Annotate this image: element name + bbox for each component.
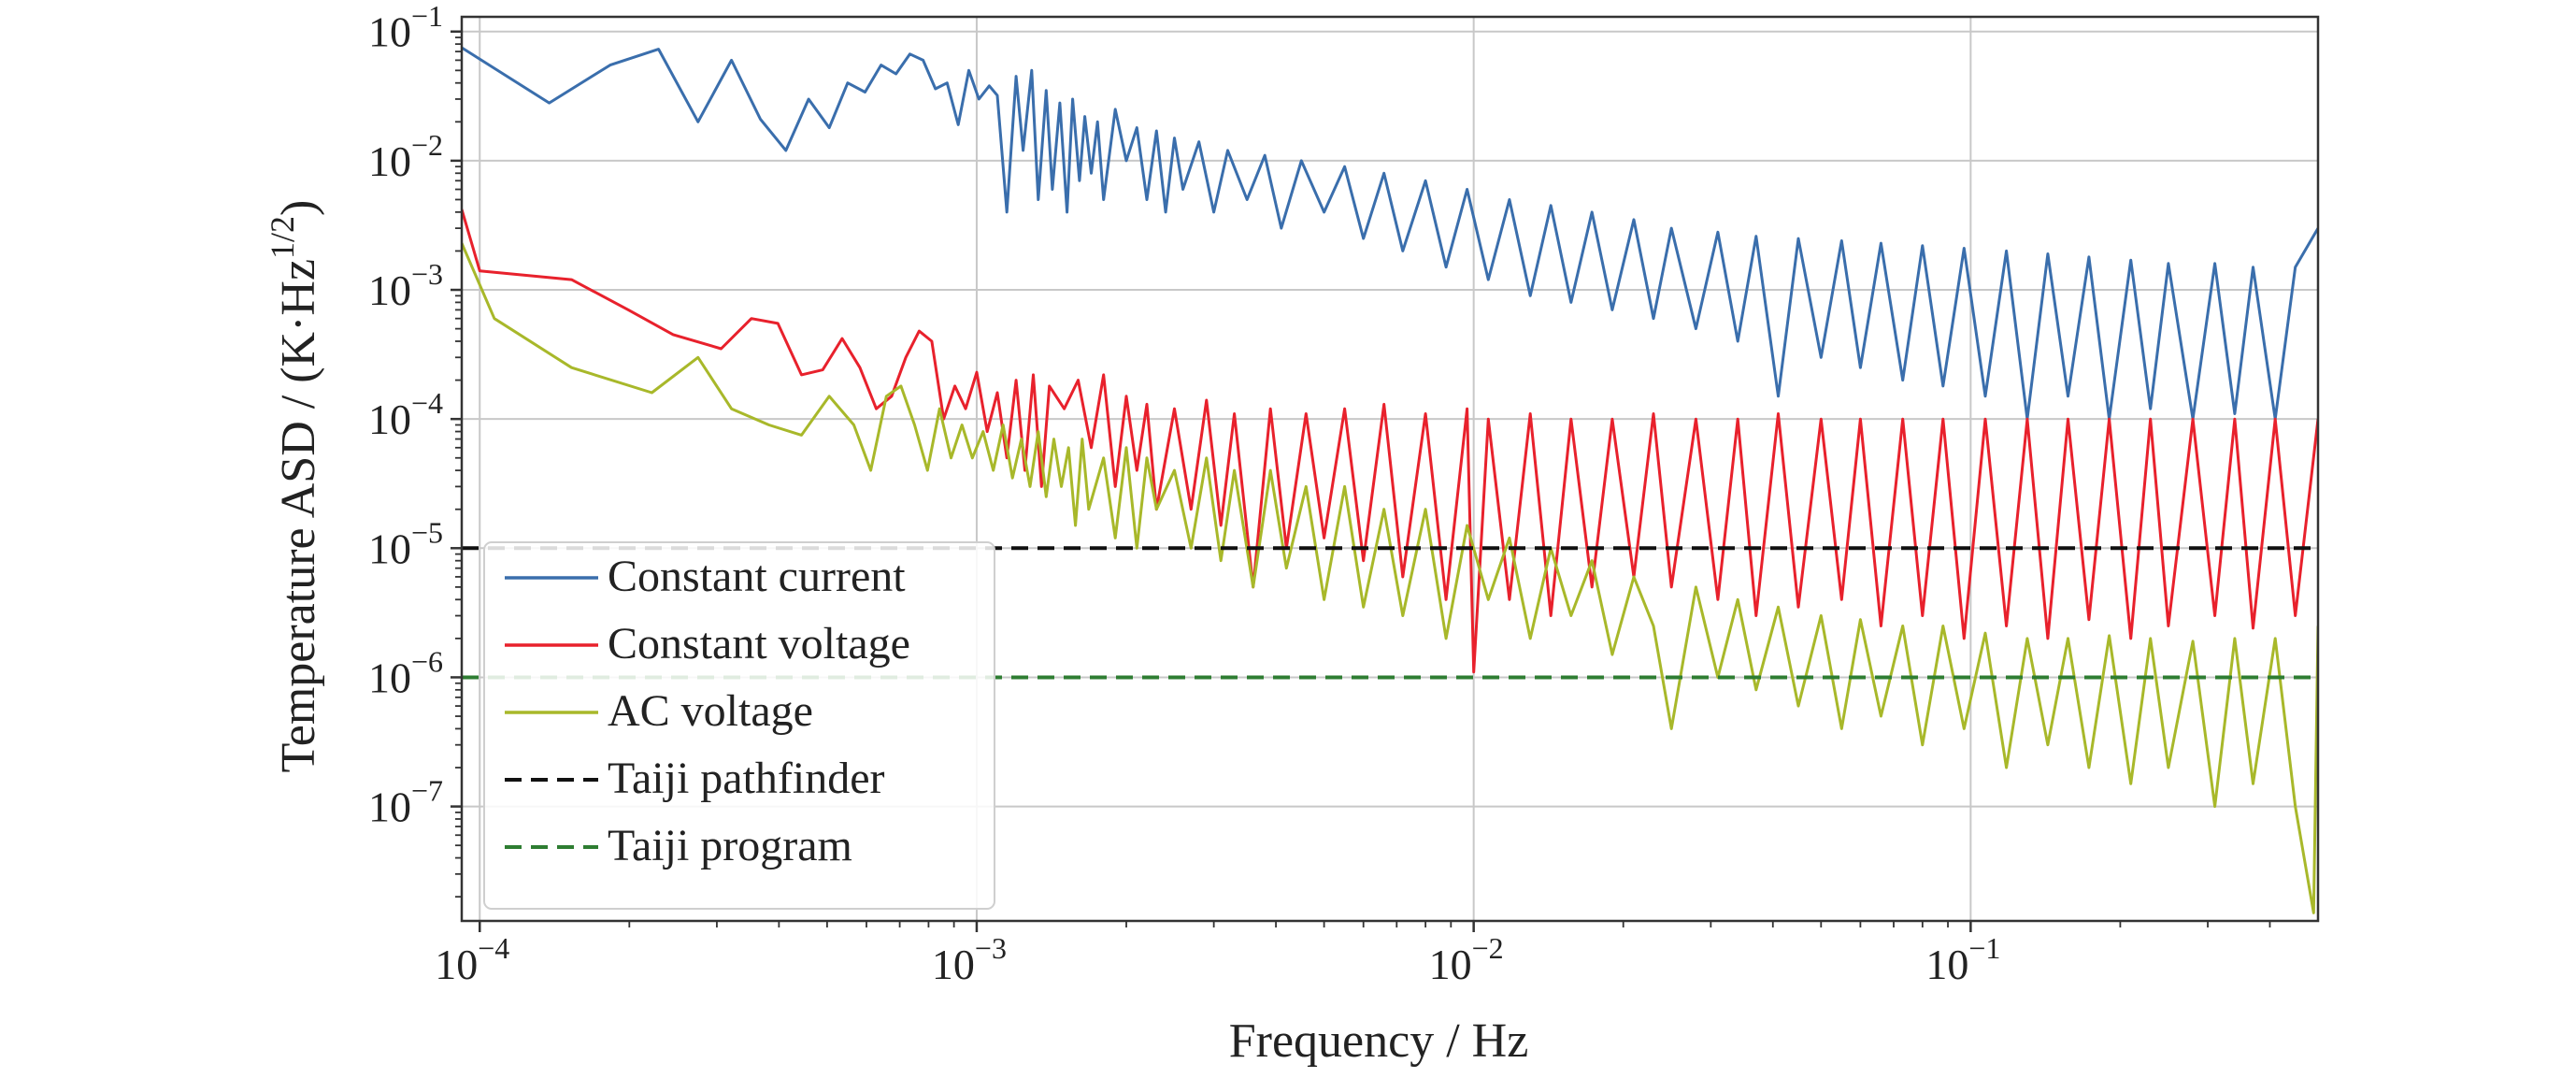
series-line-constant-voltage — [462, 208, 2318, 674]
legend-label: Constant voltage — [608, 619, 910, 668]
x-tick-label: 10−1 — [1925, 931, 2000, 988]
y-tick-label: 10−4 — [368, 386, 443, 443]
legend: Constant current Constant voltage AC volta… — [483, 541, 995, 910]
axis-ticks: 10−4 10−3 10−2 10−1 10−1 10−2 10−3 10−4 10−5 10−6… — [368, 0, 2271, 988]
y-tick-label: 10−7 — [368, 774, 443, 831]
y-tick-label: 10−3 — [368, 257, 443, 314]
x-axis-label: Frequency / Hz — [1229, 1014, 1529, 1068]
legend-box — [483, 541, 995, 910]
plot-frame — [460, 15, 2320, 923]
legend-label: Taiji pathfinder — [608, 754, 885, 803]
series-line-ac-voltage — [462, 242, 2318, 914]
legend-label: AC voltage — [608, 686, 813, 736]
y-tick-label: 10−5 — [368, 515, 443, 572]
y-axis-label: Temperature ASD / (K·Hz1/2) — [264, 200, 325, 773]
y-axis-label-close: ) — [272, 200, 325, 216]
series-line-constant-current — [462, 46, 2318, 421]
y-tick-label: 10−2 — [368, 128, 443, 185]
y-tick-label: 10−1 — [368, 0, 443, 56]
plot-series — [462, 46, 2318, 914]
x-tick-label: 10−2 — [1429, 931, 1504, 988]
y-axis-label-main: Temperature ASD / (K·Hz — [272, 259, 325, 772]
x-tick-label: 10−3 — [932, 931, 1007, 988]
legend-label: Taiji program — [608, 821, 852, 870]
y-tick-label: 10−6 — [368, 644, 443, 701]
legend-label: Constant current — [608, 552, 906, 601]
x-tick-label: 10−4 — [435, 931, 509, 988]
y-axis-label-sup: 1/2 — [264, 216, 301, 259]
